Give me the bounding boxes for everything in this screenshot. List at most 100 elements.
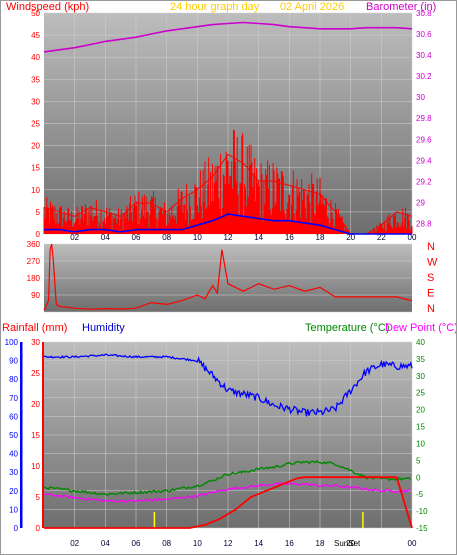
windspeed-axis-label: Windspeed (kph)	[6, 1, 89, 13]
humidity-y-tick-label: 60	[9, 412, 18, 421]
wind-y-tick-label: 40	[31, 53, 40, 62]
barometer-y-tick-label: 30	[416, 93, 425, 102]
rain-y-tick-label: 15	[31, 431, 40, 440]
humidity-y-tick-label: 0	[14, 524, 19, 533]
barometer-y-tick-label: 29.6	[416, 135, 432, 144]
wind-x-tick-label: 12	[224, 233, 233, 242]
humidity-y-tick-label: 10	[9, 505, 18, 514]
temp-x-tick-label: 06	[132, 539, 141, 548]
humidity-axis-bar	[20, 342, 23, 528]
temperature-y-tick-label: 0	[416, 473, 421, 482]
barometer-y-tick-label: 30.6	[416, 30, 432, 39]
compass-label: N	[427, 303, 435, 315]
rain-y-tick-label: 5	[36, 493, 41, 502]
temp-x-tick-label: 10	[193, 539, 202, 548]
wind-y-tick-label: 20	[31, 142, 40, 151]
temp-x-tick-label: 20	[346, 539, 355, 548]
chart-date: 02 April 2026	[280, 1, 344, 13]
wind-y-tick-label: 45	[31, 31, 40, 40]
rainfall-axis-label: Rainfall (mm)	[2, 322, 67, 334]
barometer-y-tick-label: 30.8	[416, 9, 432, 18]
wind-y-tick-label: 35	[31, 75, 40, 84]
rain-y-tick-label: 30	[31, 338, 40, 347]
wind-x-tick-label: 04	[101, 233, 110, 242]
barometer-series	[43, 21, 413, 53]
temp-x-tick-label: 02	[70, 539, 79, 548]
humidity-y-tick-label: 30	[9, 468, 18, 477]
humidity-y-tick-label: 70	[9, 394, 18, 403]
temp-x-tick-label: 16	[285, 539, 294, 548]
compass-label: S	[427, 272, 434, 284]
temperature-y-tick-label: 40	[416, 338, 425, 347]
humidity-y-tick-label: 100	[5, 338, 19, 347]
barometer-y-tick-label: 28.8	[416, 219, 432, 228]
dewpoint-series	[43, 482, 411, 503]
wind-gust-bars	[43, 129, 413, 234]
rain-y-tick-label: 10	[31, 462, 40, 471]
wind-x-tick-label: 16	[285, 233, 294, 242]
wind-y-tick-label: 10	[31, 186, 40, 195]
temp-x-tick-label: 14	[254, 539, 263, 548]
rainfall-series	[44, 476, 413, 529]
wind-average-series	[44, 213, 412, 235]
wind-y-tick-label: 15	[31, 164, 40, 173]
dewpoint-axis-label: Dew Point (°C)	[385, 322, 457, 334]
wind-y-tick-label: 50	[31, 9, 40, 18]
direction-y-tick-label: 180	[27, 274, 41, 283]
barometer-y-tick-label: 30.4	[416, 51, 432, 60]
temperature-series	[43, 459, 411, 496]
wind-x-tick-label: 14	[254, 233, 263, 242]
temp-x-tick-label: 12	[224, 539, 233, 548]
temp-x-tick-label: 08	[162, 539, 171, 548]
barometer-y-tick-label: 29.2	[416, 177, 432, 186]
barometer-y-tick-label: 29.4	[416, 156, 432, 165]
wind-y-tick-label: 30	[31, 97, 40, 106]
wind-x-tick-label: 22	[377, 233, 386, 242]
temp-x-tick-label: 04	[101, 539, 110, 548]
wind-x-tick-label: 20	[346, 233, 355, 242]
barometer-axis-label: Barometer (in)	[366, 1, 436, 13]
temperature-y-tick-label: -5	[416, 490, 424, 499]
temp-x-tick-label: 00	[408, 539, 417, 548]
direction-y-tick-label: 360	[27, 240, 41, 249]
temperature-y-tick-label: 15	[416, 423, 425, 432]
wind-x-tick-label: 02	[70, 233, 79, 242]
direction-y-tick-label: 90	[31, 291, 40, 300]
humidity-y-tick-label: 40	[9, 450, 18, 459]
compass-label: E	[427, 288, 434, 300]
wind-x-tick-label: 10	[193, 233, 202, 242]
wind-x-tick-label: 00	[408, 233, 417, 242]
temperature-y-tick-label: 20	[416, 406, 425, 415]
humidity-y-tick-label: 90	[9, 357, 18, 366]
sunset-label: SunSet	[334, 539, 361, 548]
compass-label: W	[427, 257, 438, 269]
direction-y-tick-label: 270	[27, 257, 41, 266]
wind-x-tick-label: 08	[162, 233, 171, 242]
wind-direction-series	[43, 243, 413, 311]
temperature-y-tick-label: -10	[416, 507, 428, 516]
humidity-y-tick-label: 50	[9, 431, 18, 440]
barometer-y-tick-label: 29.8	[416, 114, 432, 123]
rain-y-tick-label: 20	[31, 400, 40, 409]
rain-y-tick-label: 0	[36, 524, 41, 533]
temperature-y-tick-label: 5	[416, 456, 421, 465]
wind-y-tick-label: 0	[36, 230, 41, 239]
rain-y-tick-label: 25	[31, 369, 40, 378]
wind-y-tick-label: 25	[31, 120, 40, 129]
humidity-axis-label: Humidity	[82, 322, 125, 334]
wind-x-tick-label: 06	[132, 233, 141, 242]
humidity-y-tick-label: 80	[9, 375, 18, 384]
temperature-y-tick-label: 35	[416, 355, 425, 364]
wind-y-tick-label: 5	[36, 208, 41, 217]
temperature-axis-label: Temperature (°C)	[305, 322, 389, 334]
compass-label: N	[427, 241, 435, 253]
barometer-y-tick-label: 30.2	[416, 72, 432, 81]
temperature-y-tick-label: 30	[416, 372, 425, 381]
temp-x-tick-label: 18	[316, 539, 325, 548]
chart-title: 24 hour graph day	[170, 1, 260, 13]
temperature-y-tick-label: 25	[416, 389, 425, 398]
humidity-y-tick-label: 20	[9, 487, 18, 496]
humidity-series	[43, 353, 413, 417]
